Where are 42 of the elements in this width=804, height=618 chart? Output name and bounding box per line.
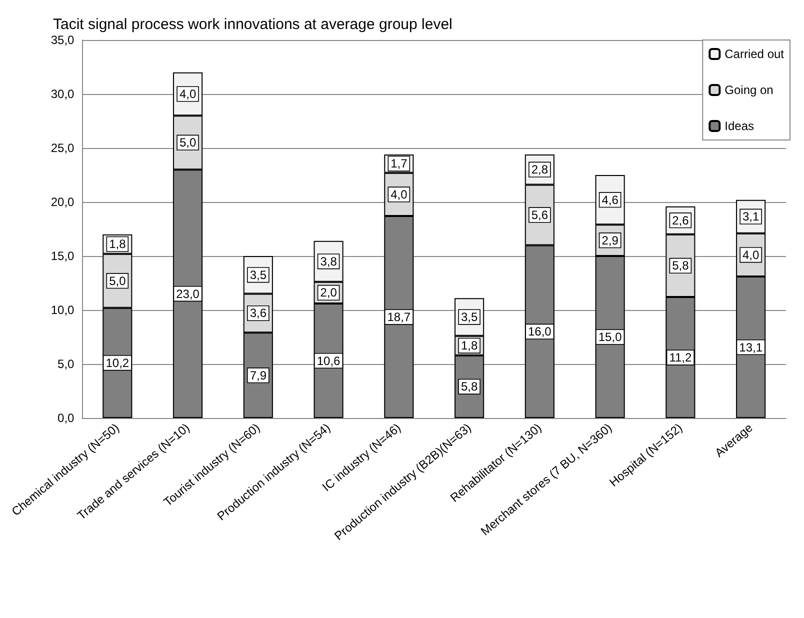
data-label: 15,0 [598, 330, 622, 344]
data-label: 5,6 [531, 208, 548, 222]
data-label: 7,9 [250, 368, 267, 382]
y-tick-label: 10,0 [50, 303, 75, 317]
y-tick-label: 5,0 [58, 357, 75, 371]
data-label: 5,0 [109, 274, 126, 288]
y-tick-label: 30,0 [50, 87, 75, 101]
data-label: 18,7 [387, 310, 411, 324]
data-label: 3,5 [460, 310, 478, 324]
data-label: 4,6 [602, 192, 619, 207]
data-label: 3,8 [320, 254, 338, 268]
data-label: 2,0 [320, 286, 338, 300]
data-label: 10,6 [316, 354, 341, 368]
data-label: 13,1 [739, 340, 763, 354]
data-label: 11,2 [669, 350, 692, 365]
y-tick-label: 15,0 [50, 249, 75, 263]
data-label: 10,2 [106, 356, 130, 370]
legend-label: Going on [724, 83, 774, 97]
data-label: 5,0 [179, 136, 196, 150]
y-tick-label: 35,0 [50, 33, 75, 47]
data-label: 23,0 [176, 286, 200, 301]
data-label: 3,1 [742, 210, 760, 224]
y-tick-label: 25,0 [50, 141, 75, 155]
data-label: 3,6 [250, 306, 267, 320]
data-label: 4,0 [179, 87, 196, 101]
y-tick-label: 20,0 [50, 195, 75, 209]
data-label: 1,8 [109, 237, 126, 252]
data-label: 4,0 [390, 187, 408, 202]
chart-title: Tacit signal process work innovations at average group level [53, 16, 452, 33]
data-label: 2,6 [672, 213, 690, 228]
legend-label: Ideas [724, 119, 754, 133]
data-label: 5,8 [672, 258, 690, 273]
legend-label: Carried out [724, 47, 785, 61]
data-label: 16,0 [528, 324, 552, 339]
data-label: 1,8 [460, 338, 478, 353]
data-label: 1,7 [390, 156, 408, 171]
data-label: 2,8 [531, 162, 548, 177]
y-tick-label: 0,0 [58, 411, 75, 425]
data-label: 4,0 [742, 248, 760, 262]
data-label: 5,8 [460, 380, 478, 394]
data-label: 3,5 [250, 268, 267, 282]
data-label: 2,9 [602, 233, 619, 248]
